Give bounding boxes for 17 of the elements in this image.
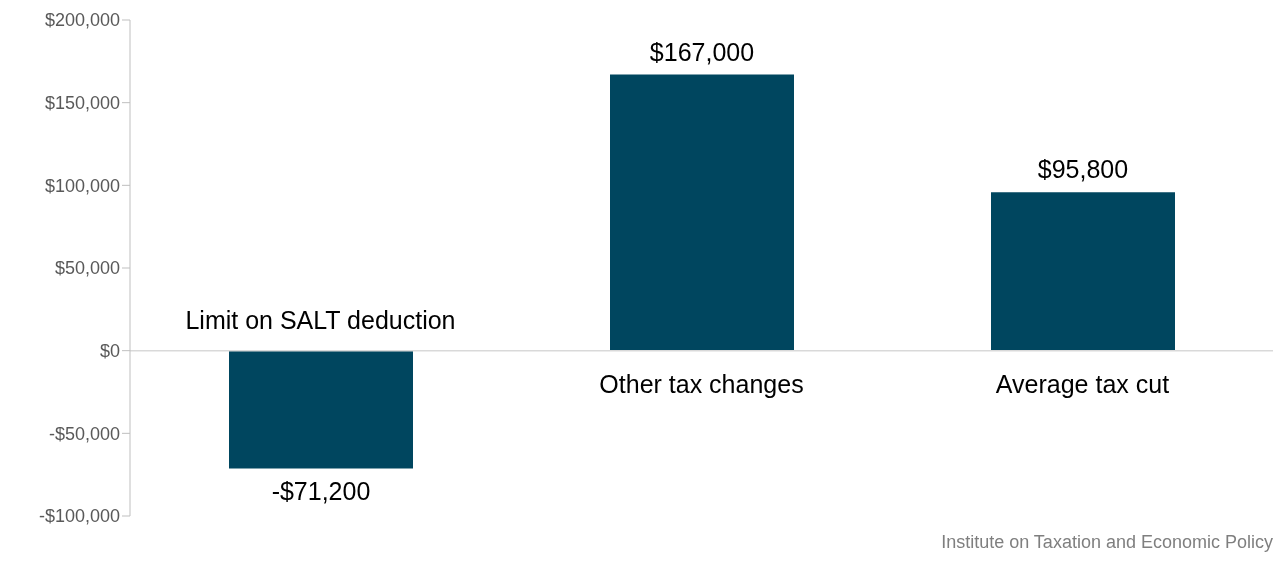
bar (991, 192, 1175, 351)
y-tick-label: $200,000 (44, 10, 120, 31)
y-tick-label: -$50,000 (48, 423, 120, 444)
y-tick-label: $0 (99, 341, 120, 362)
x-tick-label: Other tax changes (599, 369, 804, 398)
text: Institute on Taxation and Economic Policy (941, 532, 1273, 553)
x-tick-label: Limit on SALT deduction (185, 305, 456, 334)
data-label: $95,800 (1037, 155, 1129, 184)
x-tick-label: Average tax cut (995, 369, 1170, 398)
y-tick-label: $50,000 (54, 258, 120, 279)
data-label: $167,000 (649, 37, 755, 66)
bar (229, 350, 413, 469)
y-tick-label: $100,000 (44, 175, 120, 196)
bar (610, 74, 794, 351)
y-tick-label: -$100,000 (38, 506, 120, 527)
y-tick-label: $150,000 (44, 93, 120, 114)
data-label: -$71,200 (271, 477, 371, 506)
